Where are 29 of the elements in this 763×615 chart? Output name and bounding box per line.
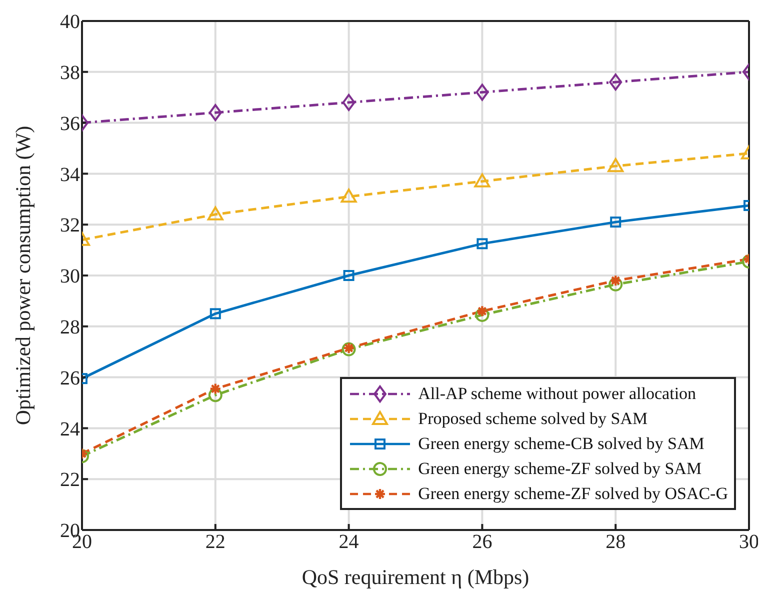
y-tick-label: 30	[60, 266, 80, 288]
y-tick-label: 40	[60, 11, 80, 34]
point	[340, 188, 357, 203]
x-axis-title: QoS requirement η (Mbps)	[302, 565, 530, 589]
y-tick-label: 38	[60, 62, 80, 84]
legend-label: All-AP scheme without power allocation	[418, 384, 696, 404]
legend-label: Green energy scheme-CB solved by SAM	[418, 434, 704, 454]
y-tick-label: 32	[60, 214, 80, 237]
legend-label: Green energy scheme-ZF solved by SAM	[418, 458, 702, 478]
y-tick-label: 26	[60, 367, 80, 390]
x-tick-label: 22	[205, 531, 226, 554]
point	[474, 173, 490, 188]
point	[343, 270, 354, 281]
point	[476, 238, 488, 250]
point	[342, 94, 356, 111]
x-tick-label: 24	[338, 531, 359, 554]
point	[475, 308, 490, 322]
legend-label: Green energy scheme-ZF solved by OSAC-G	[418, 484, 728, 504]
x-tick-label: 26	[472, 531, 492, 554]
point	[476, 84, 489, 101]
y-tick-label: 22	[60, 469, 80, 492]
y-tick-label: 36	[60, 112, 80, 135]
y-axis-title: Optimized power consumption (W)	[11, 126, 35, 426]
y-tick-label: 24	[60, 418, 80, 440]
x-tick-label: 30	[739, 531, 759, 554]
x-tick-label: 28	[606, 531, 626, 554]
legend-label: Proposed scheme solved by SAM	[418, 408, 648, 428]
y-tick-label: 34	[60, 164, 80, 186]
y-tick-label: 28	[60, 316, 80, 338]
